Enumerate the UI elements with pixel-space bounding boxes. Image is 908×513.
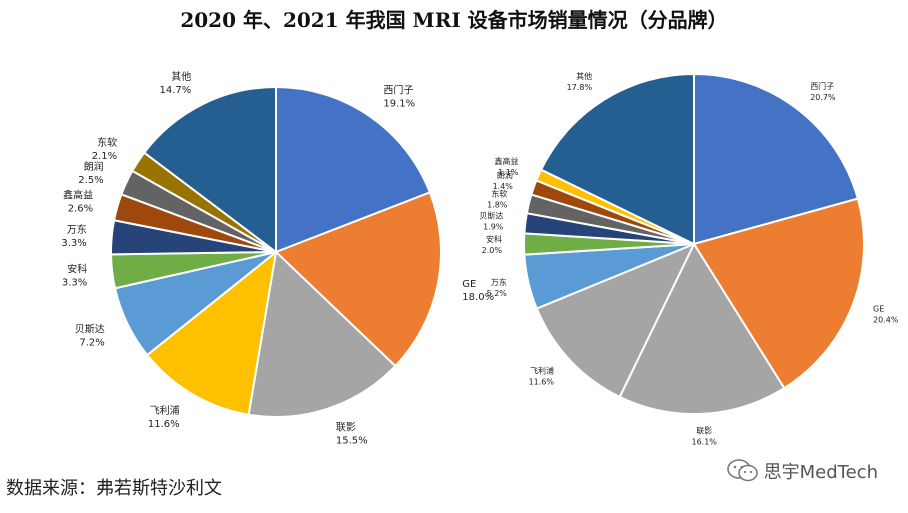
pie-2021-category-鑫高益: 鑫高益: [495, 156, 519, 166]
pie-2020-label-朗润: 朗润 2.5%: [78, 160, 103, 186]
pie-2020-value-西门子: 19.1%: [383, 98, 415, 109]
pie-2020-category-东软: 东软: [97, 136, 117, 149]
pie-2020-label-贝斯达: 贝斯达 7.2%: [75, 322, 105, 348]
pie-2020-slice-其他: [142, 85, 277, 255]
pie-2021-slice-飞利浦: [535, 242, 697, 399]
pie-2021-label-安科: 安科 2.0%: [482, 234, 503, 255]
pie-2020-label-鑫高益: 鑫高益 2.6%: [63, 188, 93, 214]
pie-2021-label-朗润: 朗润 1.4%: [493, 170, 514, 191]
pie-2020-category-飞利浦: 飞利浦: [150, 404, 180, 417]
pie-2020-category-安科: 安科: [67, 262, 87, 275]
pie-2020-label-东软: 东软 2.1%: [92, 136, 117, 162]
watermark-text: 思宇MedTech: [763, 462, 878, 483]
pie-2020-value-东软: 2.1%: [92, 151, 117, 162]
pie-2020-label-飞利浦: 飞利浦 11.6%: [148, 404, 180, 430]
pie-2021-value-贝斯达: 1.9%: [483, 223, 504, 232]
pie-2020-category-鑫高益: 鑫高益: [63, 188, 93, 201]
pie-2021-value-联影: 16.1%: [691, 438, 717, 447]
pie-2020-label-万东: 万东 3.3%: [61, 223, 86, 249]
pie-2020-slice-西门子: [275, 85, 432, 254]
chart-title: 2020 年、2021 年我国 MRI 设备市场销量情况（分品牌）: [180, 8, 728, 32]
pie-2021-value-飞利浦: 11.6%: [529, 377, 555, 386]
pie-2020-value-GE: 18.0%: [462, 292, 494, 303]
pie-2021-category-安科: 安科: [486, 234, 502, 244]
pie-2021-category-飞利浦: 飞利浦: [530, 365, 554, 375]
pie-2020-value-安科: 3.3%: [62, 277, 87, 288]
pie-2020-value-贝斯达: 7.2%: [79, 337, 104, 348]
pie-2020-category-贝斯达: 贝斯达: [75, 322, 105, 335]
pie-2020-category-西门子: 西门子: [383, 83, 413, 96]
pie-2021-label-万东: 万东 5.2%: [487, 277, 508, 298]
pie-2021-label-联影: 联影 16.1%: [691, 426, 717, 447]
pie-2021-slice-西门子: [693, 72, 860, 246]
pie-2020-label-安科: 安科 3.3%: [62, 262, 87, 288]
pie-2020-slice-联影: [247, 249, 397, 418]
pie-2020-slice-飞利浦: [145, 249, 278, 416]
pie-2020-value-朗润: 2.5%: [78, 175, 103, 186]
pie-2020-category-GE: GE: [462, 279, 476, 290]
pie-2021-slice-联影: [618, 241, 786, 415]
pie-2021-value-万东: 5.2%: [487, 289, 508, 298]
pie-2021-slice-GE: [692, 197, 865, 390]
pie-2021-category-西门子: 西门子: [810, 81, 834, 91]
pie-2021-value-GE: 20.4%: [873, 316, 899, 325]
pie-2020-label-联影: 联影 15.5%: [336, 421, 368, 446]
pie-2021-value-其他: 17.8%: [567, 83, 593, 92]
pie-2021-category-万东: 万东: [491, 277, 507, 287]
pie-2021-category-贝斯达: 贝斯达: [479, 211, 503, 221]
pie-2020-value-飞利浦: 11.6%: [148, 419, 180, 430]
pie-2021-label-贝斯达: 贝斯达 1.9%: [479, 211, 503, 232]
pie-2021-value-安科: 2.0%: [482, 246, 503, 255]
pie-2021-value-西门子: 20.7%: [810, 93, 836, 102]
pie-2020-value-万东: 3.3%: [61, 238, 86, 249]
pie-2021-label-鑫高益: 鑫高益 1.1%: [495, 156, 519, 177]
pie-2021-slice-其他: [539, 72, 695, 246]
pie-2020-label-GE: GE 18.0%: [462, 279, 494, 303]
pie-2021-category-朗润: 朗润: [497, 170, 513, 180]
pie-2020-value-鑫高益: 2.6%: [68, 203, 93, 214]
pie-2021-category-GE: GE: [873, 305, 884, 314]
pie-2021-label-东软: 东软 1.8%: [487, 189, 508, 210]
watermark: 思宇MedTech: [726, 458, 878, 484]
pie-2020-slice-GE: [274, 191, 442, 368]
pie-2021-label-飞利浦: 飞利浦 11.6%: [529, 365, 555, 386]
pie-2020-label-西门子: 西门子 19.1%: [383, 83, 415, 109]
pie-2020-value-联影: 15.5%: [336, 435, 368, 446]
pie-2021-category-联影: 联影: [696, 426, 712, 436]
pie-2020-value-其他: 14.7%: [160, 85, 192, 96]
pie-2021-label-西门子: 西门子 20.7%: [810, 81, 836, 102]
pie-2020-category-朗润: 朗润: [84, 160, 104, 173]
pie-2020-category-其他: 其他: [171, 70, 191, 83]
wechat-icon: [726, 459, 758, 482]
pie-2021-value-东软: 1.8%: [487, 201, 508, 210]
pie-2021-value-鑫高益: 1.1%: [498, 168, 519, 177]
pie-2020-label-其他: 其他 14.7%: [160, 70, 192, 96]
data-source: 数据来源：弗若斯特沙利文: [6, 478, 222, 499]
pie-2021-category-其他: 其他: [576, 71, 592, 81]
pie-2021-label-GE: GE 20.4%: [873, 305, 899, 325]
pie-2020-category-联影: 联影: [336, 421, 356, 433]
pie-2021-label-其他: 其他 17.8%: [567, 71, 593, 92]
pie-2021-value-朗润: 1.4%: [493, 182, 514, 191]
pie-2020-category-万东: 万东: [67, 223, 87, 236]
pie-2021-category-东软: 东软: [491, 189, 507, 199]
